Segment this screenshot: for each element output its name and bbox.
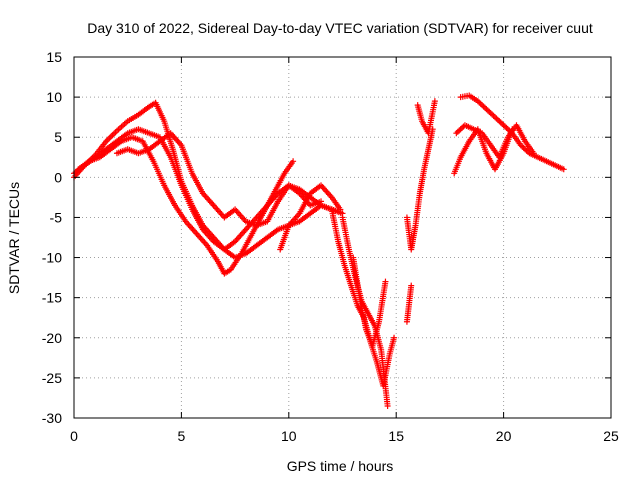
series-track-n	[451, 126, 516, 177]
x-tick-label: 25	[603, 428, 619, 444]
series-track-h	[350, 254, 389, 349]
y-tick-label: -5	[50, 209, 63, 225]
x-tick-label: 0	[70, 428, 78, 444]
data-point	[530, 150, 537, 157]
y-tick-label: -10	[42, 250, 62, 266]
y-tick-label: -20	[42, 330, 62, 346]
grid-layer	[74, 57, 611, 418]
ticks-layer	[73, 56, 612, 419]
series-track-c	[75, 134, 297, 277]
x-tick-label: 10	[281, 428, 297, 444]
x-axis-label: GPS time / hours	[287, 458, 394, 474]
y-tick-label: 10	[46, 89, 62, 105]
y-tick-label: 0	[54, 169, 62, 185]
chart-title: Day 310 of 2022, Sidereal Day-to-day VTE…	[87, 20, 593, 36]
data-point	[290, 158, 297, 165]
data-point	[431, 98, 438, 105]
data-point	[509, 126, 516, 133]
series-track-i	[403, 126, 436, 253]
y-axis-label: SDTVAR / TECUs	[6, 182, 22, 294]
series-track-m	[453, 122, 537, 161]
y-tick-label: 5	[54, 129, 62, 145]
x-tick-label: 20	[496, 428, 512, 444]
data-point	[318, 198, 325, 205]
data-point	[384, 402, 391, 409]
x-tick-label: 5	[178, 428, 186, 444]
data-point	[560, 166, 567, 173]
data-point	[391, 334, 398, 341]
y-tick-label: 15	[46, 49, 62, 65]
series-track-l	[457, 92, 567, 173]
data-point	[382, 278, 389, 285]
series-track-j	[403, 282, 415, 325]
series-track-e	[277, 182, 344, 253]
x-tick-label: 15	[388, 428, 404, 444]
y-tick-label: -25	[42, 370, 62, 386]
tick-labels-layer: 0 5 10 15 20 25 -30 -25 -20 -15 -10 -5 0 5 10 15	[42, 49, 619, 444]
y-tick-label: -30	[42, 410, 62, 426]
series-track-k	[414, 98, 438, 137]
data-point	[337, 206, 344, 213]
points-layer	[71, 92, 567, 409]
plot-frame	[73, 56, 612, 419]
y-tick-label: -15	[42, 290, 62, 306]
data-point	[408, 282, 415, 289]
